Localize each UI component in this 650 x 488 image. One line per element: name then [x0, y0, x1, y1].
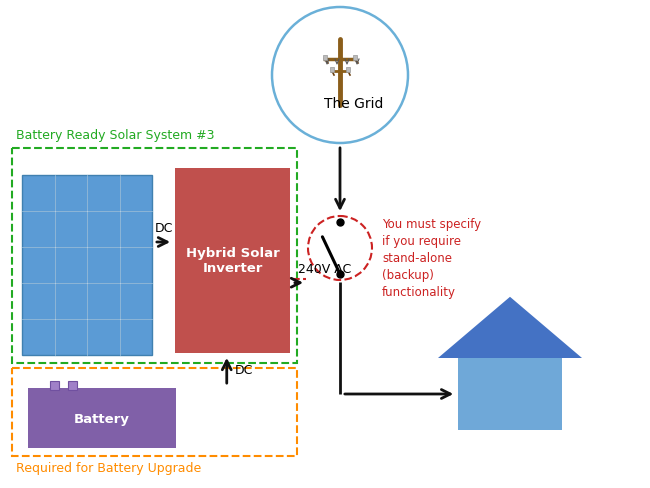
- Circle shape: [272, 7, 408, 143]
- Bar: [330, 67, 334, 72]
- Text: DC: DC: [235, 364, 253, 377]
- Text: You must specify
if you require
stand-alone
(backup)
functionality: You must specify if you require stand-al…: [382, 218, 481, 299]
- Text: Battery Ready Solar System #3: Battery Ready Solar System #3: [16, 129, 214, 142]
- Bar: [175, 168, 290, 353]
- Bar: [458, 358, 562, 430]
- Bar: [50, 381, 59, 390]
- Polygon shape: [438, 297, 582, 358]
- Text: Battery: Battery: [74, 413, 130, 427]
- Bar: [346, 67, 350, 72]
- Bar: [12, 368, 297, 456]
- Bar: [22, 175, 152, 355]
- Text: DC: DC: [154, 222, 173, 235]
- Text: The Grid: The Grid: [324, 97, 384, 111]
- Bar: [323, 55, 327, 60]
- Text: Hybrid Solar
Inverter: Hybrid Solar Inverter: [186, 246, 280, 274]
- Bar: [28, 388, 176, 448]
- Bar: [12, 148, 297, 363]
- Text: 240V AC: 240V AC: [298, 263, 351, 276]
- Text: Required for Battery Upgrade: Required for Battery Upgrade: [16, 462, 201, 475]
- Bar: [353, 55, 357, 60]
- Bar: [68, 381, 77, 390]
